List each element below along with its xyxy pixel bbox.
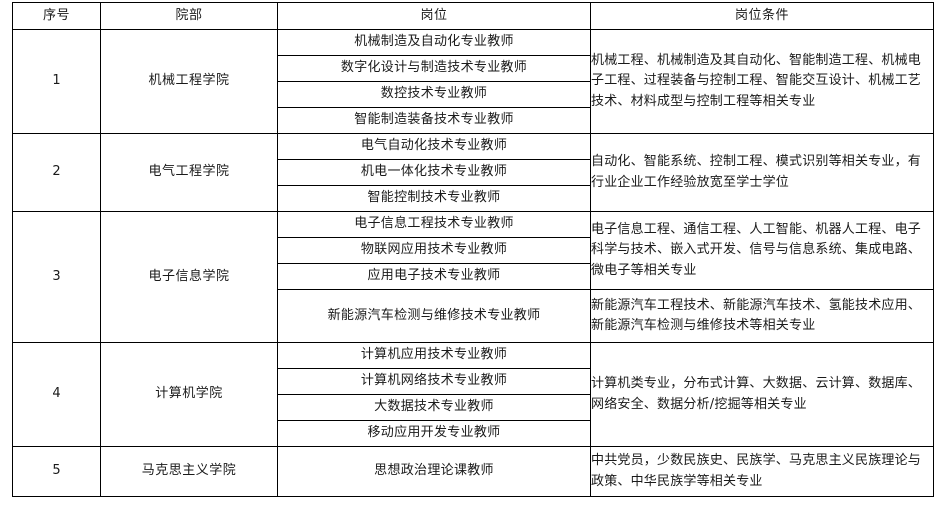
requirement-text: 新能源汽车工程技术、新能源汽车技术、氢能技术应用、新能源汽车检测与维修技术等相关… bbox=[591, 297, 922, 333]
table-row: 智能控制技术专业教师 bbox=[13, 185, 934, 212]
table-row: 新能源汽车检测与维修技术专业教师 新能源汽车工程技术、新能源汽车技术、氢能技术应… bbox=[13, 289, 934, 343]
cell-department: 计算机学院 bbox=[100, 342, 278, 447]
requirement-text: 机械工程、机械制造及其自动化、智能制造工程、机械电子工程、过程装备与控制工程、智… bbox=[591, 53, 922, 109]
column-header-seq: 序号 bbox=[12, 2, 101, 30]
cell-position: 计算机应用技术专业教师 bbox=[277, 342, 591, 369]
cell-requirements: 自动化、智能系统、控制工程、模式识别等相关专业，有行业企业工作经验放宽至学士学位 bbox=[590, 133, 934, 212]
cell-position: 数字化设计与制造技术专业教师 bbox=[277, 55, 591, 82]
table-row: 数字化设计与制造技术专业教师 bbox=[13, 55, 934, 82]
header-row: 序号 院部 岗位 岗位条件 bbox=[12, 2, 934, 30]
cell-seq: 1 bbox=[12, 29, 101, 134]
cell-position: 移动应用开发专业教师 bbox=[277, 420, 591, 447]
cell-position: 应用电子技术专业教师 bbox=[277, 263, 591, 290]
table-row: 机电一体化技术专业教师 bbox=[13, 159, 934, 186]
cell-department: 马克思主义学院 bbox=[100, 446, 278, 497]
cell-department: 电子信息学院 bbox=[100, 211, 278, 343]
cell-position: 电气自动化技术专业教师 bbox=[277, 133, 591, 160]
cell-position: 智能制造装备技术专业教师 bbox=[277, 107, 591, 134]
cell-position: 物联网应用技术专业教师 bbox=[277, 237, 591, 264]
cell-position: 思想政治理论课教师 bbox=[277, 446, 591, 497]
table-row: 大数据技术专业教师 bbox=[13, 394, 934, 421]
cell-seq: 4 bbox=[12, 342, 101, 447]
table-header: 序号 院部 岗位 岗位条件 bbox=[12, 2, 934, 30]
cell-position: 机电一体化技术专业教师 bbox=[277, 159, 591, 186]
table-body: 1 机械工程学院 机械制造及自动化专业教师 机械工程、机械制造及其自动化、智能制… bbox=[12, 29, 934, 497]
table-row: 2 电气工程学院 电气自动化技术专业教师 自动化、智能系统、控制工程、模式识别等… bbox=[12, 133, 934, 212]
requirement-text: 中共党员，少数民族史、民族学、马克思主义民族理论与政策、中华民族学等相关专业 bbox=[591, 453, 922, 489]
cell-requirements: 计算机类专业，分布式计算、大数据、云计算、数据库、网络安全、数据分析/挖掘等相关… bbox=[590, 342, 934, 447]
cell-position: 数控技术专业教师 bbox=[277, 81, 591, 108]
job-positions-table: 序号 院部 岗位 岗位条件 1 机械工程学院 机械制造及自动化专业教师 机械工程… bbox=[12, 2, 934, 497]
cell-seq: 5 bbox=[12, 446, 101, 497]
table-row: 3 电子信息学院 电子信息工程技术专业教师 电子信息工程、通信工程、人工智能、机… bbox=[12, 211, 934, 343]
table-row: 移动应用开发专业教师 bbox=[13, 420, 934, 447]
cell-seq: 3 bbox=[12, 211, 101, 343]
cell-seq: 2 bbox=[12, 133, 101, 212]
cell-department: 电气工程学院 bbox=[100, 133, 278, 212]
cell-requirements: 新能源汽车工程技术、新能源汽车技术、氢能技术应用、新能源汽车检测与维修技术等相关… bbox=[590, 289, 934, 343]
cell-requirements: 机械工程、机械制造及其自动化、智能制造工程、机械电子工程、过程装备与控制工程、智… bbox=[590, 29, 934, 134]
requirement-text: 自动化、智能系统、控制工程、模式识别等相关专业，有行业企业工作经验放宽至学士学位 bbox=[591, 154, 922, 190]
cell-requirements: 电子信息工程、通信工程、人工智能、机器人工程、电子科学与技术、嵌入式开发、信号与… bbox=[590, 211, 934, 290]
cell-position: 计算机网络技术专业教师 bbox=[277, 368, 591, 395]
column-header-department: 院部 bbox=[100, 2, 278, 30]
cell-position: 智能控制技术专业教师 bbox=[277, 185, 591, 212]
table-row: 4 计算机学院 计算机应用技术专业教师 计算机类专业，分布式计算、大数据、云计算… bbox=[12, 342, 934, 447]
table-row: 5 马克思主义学院 思想政治理论课教师 中共党员，少数民族史、民族学、马克思主义… bbox=[12, 446, 934, 497]
column-header-requirements: 岗位条件 bbox=[590, 2, 934, 30]
table-row: 计算机网络技术专业教师 bbox=[13, 368, 934, 395]
cell-department: 机械工程学院 bbox=[100, 29, 278, 134]
table-row: 1 机械工程学院 机械制造及自动化专业教师 机械工程、机械制造及其自动化、智能制… bbox=[12, 29, 934, 134]
cell-position: 新能源汽车检测与维修技术专业教师 bbox=[277, 289, 591, 343]
cell-position: 机械制造及自动化专业教师 bbox=[277, 29, 591, 56]
column-header-position: 岗位 bbox=[277, 2, 591, 30]
cell-position: 大数据技术专业教师 bbox=[277, 394, 591, 421]
requirement-text: 计算机类专业，分布式计算、大数据、云计算、数据库、网络安全、数据分析/挖掘等相关… bbox=[591, 376, 922, 412]
cell-position: 电子信息工程技术专业教师 bbox=[277, 211, 591, 238]
cell-requirements: 中共党员，少数民族史、民族学、马克思主义民族理论与政策、中华民族学等相关专业 bbox=[590, 446, 934, 497]
table-row: 应用电子技术专业教师 bbox=[13, 263, 934, 290]
table-row: 数控技术专业教师 bbox=[13, 81, 934, 108]
requirement-text: 电子信息工程、通信工程、人工智能、机器人工程、电子科学与技术、嵌入式开发、信号与… bbox=[591, 222, 922, 278]
table-row: 物联网应用技术专业教师 bbox=[13, 237, 934, 264]
